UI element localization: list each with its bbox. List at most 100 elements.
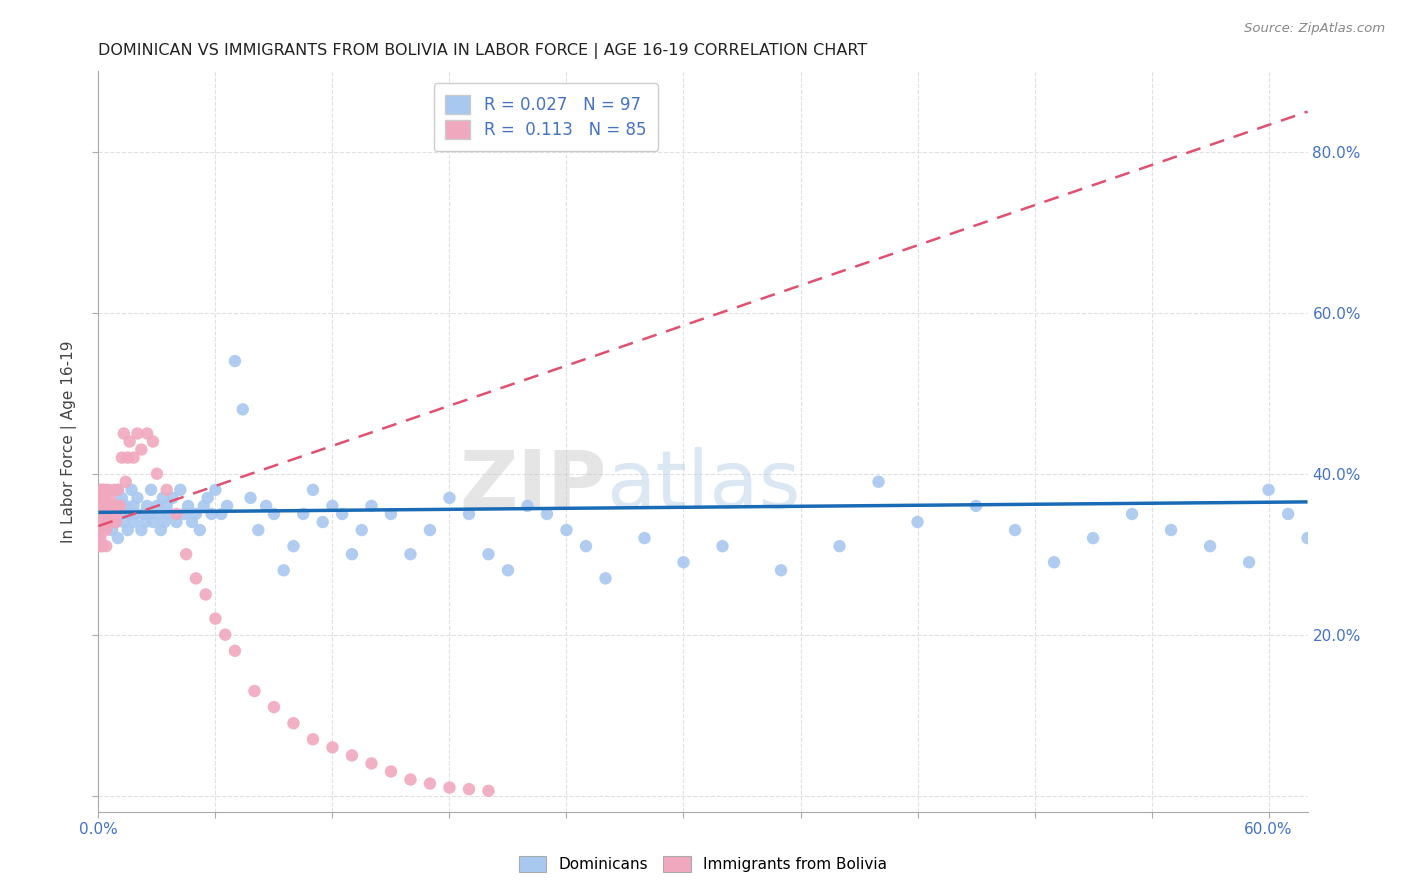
Point: [217, 499, 239, 513]
Point: [458, 507, 481, 521]
Point: [87, 483, 110, 497]
Point: [97, 507, 120, 521]
Point: [87, 539, 110, 553]
Text: atlas: atlas: [606, 447, 800, 525]
Point: [89, 499, 111, 513]
Point: [224, 354, 246, 368]
Point: [193, 499, 215, 513]
Point: [292, 507, 315, 521]
Point: [89, 523, 111, 537]
Point: [239, 491, 262, 505]
Point: [97, 507, 120, 521]
Point: [87, 499, 110, 513]
Point: [134, 515, 156, 529]
Point: [156, 499, 179, 513]
Point: [828, 539, 851, 553]
Point: [1336, 507, 1358, 521]
Legend: Dominicans, Immigrants from Bolivia: Dominicans, Immigrants from Bolivia: [512, 848, 894, 880]
Point: [107, 531, 129, 545]
Point: [142, 434, 165, 449]
Point: [101, 523, 124, 537]
Point: [139, 483, 162, 497]
Point: [1316, 491, 1339, 505]
Point: [149, 523, 172, 537]
Point: [536, 507, 558, 521]
Point: [204, 611, 226, 625]
Point: [165, 515, 187, 529]
Point: [112, 426, 135, 441]
Point: [131, 442, 153, 457]
Point: [1393, 475, 1406, 489]
Point: [89, 507, 111, 521]
Point: [1160, 523, 1182, 537]
Point: [91, 491, 114, 505]
Point: [283, 716, 305, 731]
Point: [360, 756, 382, 771]
Point: [118, 507, 141, 521]
Point: [165, 507, 187, 521]
Point: [555, 523, 578, 537]
Point: [302, 483, 325, 497]
Point: [131, 523, 153, 537]
Point: [96, 523, 118, 537]
Point: [273, 563, 295, 577]
Text: Source: ZipAtlas.com: Source: ZipAtlas.com: [1244, 22, 1385, 36]
Point: [224, 644, 246, 658]
Point: [184, 507, 207, 521]
Point: [93, 499, 115, 513]
Point: [93, 483, 115, 497]
Point: [380, 507, 402, 521]
Point: [107, 483, 129, 497]
Point: [157, 507, 180, 521]
Point: [177, 499, 200, 513]
Point: [96, 507, 118, 521]
Point: [1237, 555, 1260, 569]
Point: [340, 748, 363, 763]
Point: [516, 499, 538, 513]
Point: [188, 523, 211, 537]
Point: [197, 491, 219, 505]
Point: [112, 515, 135, 529]
Point: [103, 499, 125, 513]
Point: [89, 515, 111, 529]
Point: [1199, 539, 1222, 553]
Point: [136, 499, 159, 513]
Point: [769, 563, 792, 577]
Point: [89, 499, 111, 513]
Point: [243, 684, 266, 698]
Point: [103, 499, 125, 513]
Point: [87, 491, 110, 505]
Point: [340, 547, 363, 561]
Point: [148, 507, 170, 521]
Point: [302, 732, 325, 747]
Point: [104, 515, 127, 529]
Point: [104, 507, 127, 521]
Point: [146, 499, 169, 513]
Point: [477, 784, 499, 798]
Y-axis label: In Labor Force | Age 16-19: In Labor Force | Age 16-19: [60, 340, 77, 543]
Point: [360, 499, 382, 513]
Point: [87, 507, 110, 521]
Point: [184, 571, 207, 585]
Point: [419, 523, 441, 537]
Point: [111, 491, 134, 505]
Point: [97, 499, 120, 513]
Point: [96, 539, 118, 553]
Point: [122, 515, 145, 529]
Point: [98, 515, 121, 529]
Text: ZIP: ZIP: [458, 447, 606, 525]
Point: [87, 523, 110, 537]
Point: [312, 515, 335, 529]
Point: [103, 483, 125, 497]
Point: [200, 507, 222, 521]
Point: [458, 782, 481, 797]
Point: [87, 531, 110, 545]
Point: [254, 499, 277, 513]
Point: [419, 776, 441, 790]
Point: [111, 450, 134, 465]
Point: [1355, 483, 1378, 497]
Point: [965, 499, 987, 513]
Point: [399, 772, 422, 787]
Point: [174, 547, 197, 561]
Point: [1374, 499, 1396, 513]
